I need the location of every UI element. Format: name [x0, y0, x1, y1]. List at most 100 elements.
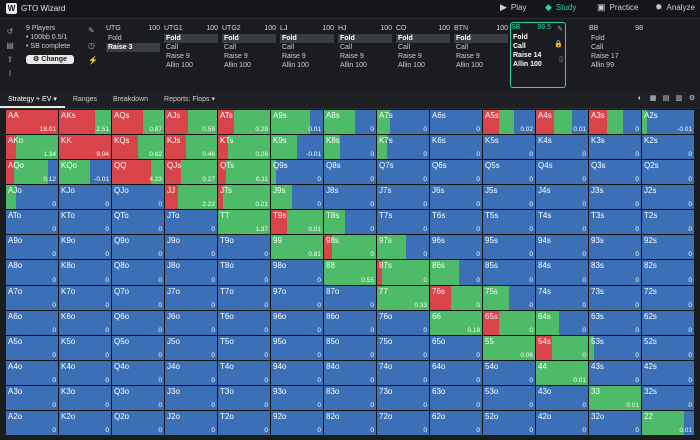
seat-btn[interactable]: BTN 100 Fold Call Raise 9 Allin 100	[454, 24, 508, 86]
hand-cell[interactable]: K6o 0	[59, 310, 111, 335]
tab-ranges[interactable]: Ranges	[65, 92, 105, 108]
hand-cell[interactable]: 85o 0	[324, 335, 376, 360]
hand-cell[interactable]: J4o 0	[165, 360, 217, 385]
hand-cell[interactable]: K8o 0	[59, 260, 111, 285]
seat-action[interactable]: Allin 100	[513, 61, 542, 68]
hand-cell[interactable]: 82s 0	[642, 260, 694, 285]
seat-action[interactable]: Allin 100	[224, 62, 251, 69]
seat-action[interactable]: Allin 100	[398, 62, 425, 69]
hand-cell[interactable]: 33 0.01	[589, 385, 641, 410]
seat-lj[interactable]: LJ 100 Fold Call Raise 9 Allin 100	[280, 24, 334, 86]
hand-cell[interactable]: K4s 0	[536, 135, 588, 160]
hand-cell[interactable]: J2o 0	[165, 410, 217, 435]
change-button[interactable]: ⚙ Change	[26, 55, 74, 64]
hand-cell[interactable]: A9o 0	[6, 235, 58, 260]
tab-reports[interactable]: Reports: Flops ▾	[156, 92, 223, 108]
hand-cell[interactable]: K5s 0	[483, 135, 535, 160]
seat-action[interactable]: Raise 17	[591, 53, 619, 60]
seat-action[interactable]: Raise 14	[513, 52, 542, 59]
upload-icon[interactable]: ⇪	[6, 55, 14, 64]
hand-cell[interactable]: AKs 2.51	[59, 110, 111, 135]
hand-cell[interactable]: Q8o 0	[112, 260, 164, 285]
hand-cell[interactable]: 98o 0	[271, 260, 323, 285]
hand-cell[interactable]: Q4s 0	[536, 160, 588, 185]
hand-cell[interactable]: 65o 0	[430, 335, 482, 360]
seat-action[interactable]: Call	[398, 44, 411, 51]
hand-cell[interactable]: T5s 0	[483, 210, 535, 235]
seat-utg2[interactable]: UTG2 100 Fold Call Raise 9 Allin 100	[222, 24, 276, 86]
hand-cell[interactable]: A6o 0	[6, 310, 58, 335]
hand-cell[interactable]: 53o 0	[483, 385, 535, 410]
hand-cell[interactable]: 86o 0	[324, 310, 376, 335]
hand-cell[interactable]: J8s 0	[324, 185, 376, 210]
hand-cell[interactable]: A2s -0.01	[642, 110, 694, 135]
hand-cell[interactable]: K6s 0	[430, 135, 482, 160]
hand-cell[interactable]: 64o 0	[430, 360, 482, 385]
hand-cell[interactable]: KQs 0.62	[112, 135, 164, 160]
hand-cell[interactable]: 98s 0	[324, 235, 376, 260]
hand-cell[interactable]: KQo -0.01	[59, 160, 111, 185]
hand-cell[interactable]: T6o 0	[218, 310, 270, 335]
seat-action[interactable]: Raise 9	[398, 53, 422, 60]
hand-cell[interactable]: J6s 0	[430, 185, 482, 210]
contrast-icon[interactable]: ◐	[637, 95, 643, 102]
hand-cell[interactable]: 76o 0	[377, 310, 429, 335]
hand-cell[interactable]: T2o 0	[218, 410, 270, 435]
hand-cell[interactable]: Q2o 0	[112, 410, 164, 435]
hand-cell[interactable]: T3o 0	[218, 385, 270, 410]
hand-cell[interactable]: 43o 0	[536, 385, 588, 410]
seat-action[interactable]: Fold	[222, 34, 276, 43]
hand-cell[interactable]: 62o 0	[430, 410, 482, 435]
hand-cell[interactable]: T2s 0	[642, 210, 694, 235]
seat-action[interactable]: Call	[166, 44, 179, 51]
hand-cell[interactable]: 92s 0	[642, 235, 694, 260]
hand-cell[interactable]: JJ 2.22	[165, 185, 217, 210]
hand-cell[interactable]: 42o 0	[536, 410, 588, 435]
hand-cell[interactable]: 72o 0	[377, 410, 429, 435]
hand-cell[interactable]: 54o 0	[483, 360, 535, 385]
hand-cell[interactable]: QTs 0.11	[218, 160, 270, 185]
tab-breakdown[interactable]: Breakdown	[105, 92, 156, 108]
hand-cell[interactable]: T5o 0	[218, 335, 270, 360]
hand-cell[interactable]: KK 9.04	[59, 135, 111, 160]
seat-action[interactable]: Raise 9	[282, 53, 306, 60]
nav-analyze[interactable]: ✹ Analyze	[655, 2, 695, 13]
bolt-icon[interactable]: ⚡	[88, 56, 98, 65]
hand-cell[interactable]: ATs 0.29	[218, 110, 270, 135]
seat-action[interactable]: Allin 100	[340, 62, 367, 69]
hand-cell[interactable]: T9s 0.01	[271, 210, 323, 235]
seat-bb[interactable]: BB 98 Fold Call Raise 17 Allin 99	[589, 24, 643, 86]
hand-cell[interactable]: 32s 0	[642, 385, 694, 410]
hand-cell[interactable]: QJs 0.27	[165, 160, 217, 185]
hand-cell[interactable]: Q4o 0	[112, 360, 164, 385]
hand-cell[interactable]: 87s 0	[377, 260, 429, 285]
seat-action[interactable]: Fold	[280, 34, 334, 43]
hand-cell[interactable]: 54s 0	[536, 335, 588, 360]
seat-action[interactable]: Call	[513, 43, 526, 50]
seat-action[interactable]: Raise 9	[224, 53, 248, 60]
nav-practice[interactable]: ▣ Practice	[597, 2, 638, 13]
hand-cell[interactable]: 94o 0	[271, 360, 323, 385]
hand-cell[interactable]: 43s 0	[589, 360, 641, 385]
seat-action[interactable]: Allin 100	[282, 62, 309, 69]
hand-cell[interactable]: 86s 0	[430, 260, 482, 285]
hand-cell[interactable]: J9o 0	[165, 235, 217, 260]
hand-cell[interactable]: A8s 0	[324, 110, 376, 135]
nav-study[interactable]: ◆ Study	[545, 2, 576, 13]
hand-cell[interactable]: 97o 0	[271, 285, 323, 310]
hand-cell[interactable]: Q7o 0	[112, 285, 164, 310]
hand-cell[interactable]: ATo 0	[6, 210, 58, 235]
app-logo[interactable]: W GTO Wizard	[6, 3, 65, 14]
hand-cell[interactable]: 83o 0	[324, 385, 376, 410]
seat-action[interactable]: Call	[340, 44, 353, 51]
text-cursor-icon[interactable]: I	[8, 69, 12, 78]
hand-cell[interactable]: 84s 0	[536, 260, 588, 285]
nav-play[interactable]: ▶ Play	[500, 2, 526, 13]
hand-cell[interactable]: A3o 0	[6, 385, 58, 410]
hand-cell[interactable]: J2s 0	[642, 185, 694, 210]
seat-action[interactable]: Call	[591, 44, 604, 51]
seat-action[interactable]: Allin 100	[166, 62, 193, 69]
hand-cell[interactable]: 82o 0	[324, 410, 376, 435]
seat-action[interactable]: Call	[224, 44, 237, 51]
seat-action[interactable]: Raise 9	[166, 53, 190, 60]
